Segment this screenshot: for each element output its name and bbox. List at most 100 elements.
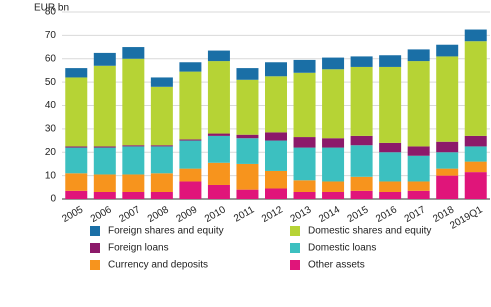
bar-segment: [150, 173, 173, 192]
bar-segment: [150, 86, 173, 146]
bar-segment: [293, 137, 316, 148]
bar-segment: [236, 189, 259, 199]
bar-segment: [436, 56, 459, 142]
bar-segment: [207, 162, 230, 185]
bar-segment: [379, 181, 402, 192]
bar-segment: [207, 135, 230, 163]
bar-segment: [436, 44, 459, 57]
bar-segment: [350, 176, 373, 191]
bar-segment: [464, 146, 487, 162]
bar-segment: [293, 147, 316, 181]
y-tick-label: 10: [45, 170, 57, 181]
legend-label: Foreign loans: [108, 243, 169, 254]
bar-segment: [122, 174, 145, 192]
bar-segment: [379, 152, 402, 182]
bar-segment: [407, 190, 430, 199]
bar-segment: [122, 145, 145, 147]
bar-segment: [464, 135, 487, 147]
legend-swatch: [290, 226, 300, 236]
x-tick-label: 2010: [203, 204, 228, 225]
bar-segment: [350, 66, 373, 136]
bar-segment: [236, 68, 259, 80]
x-tick-label: 2019Q1: [448, 204, 485, 232]
x-tick-label: 2007: [117, 204, 142, 225]
bar-segment: [122, 58, 145, 146]
bar-segment: [265, 132, 287, 141]
bar-segment: [150, 77, 173, 87]
bar-segment: [65, 146, 88, 148]
bar-segment: [436, 141, 459, 153]
bar-segment: [322, 181, 345, 192]
bar-segment: [322, 69, 345, 139]
y-tick-label: 0: [50, 194, 56, 205]
bar-segment: [350, 135, 373, 146]
legend-swatch: [90, 226, 100, 236]
bar-segment: [436, 152, 459, 169]
x-tick-label: 2012: [260, 204, 285, 225]
bar-segment: [350, 190, 373, 199]
bar-segment: [207, 61, 230, 134]
bar-segment: [93, 191, 116, 199]
bar-segment: [207, 133, 230, 136]
legend-label: Other assets: [308, 260, 365, 271]
x-tick-label: 2011: [232, 204, 257, 224]
x-tick-label: 2009: [174, 204, 199, 225]
bar-segment: [150, 145, 173, 147]
bar-segment: [293, 191, 316, 199]
bar-segment: [379, 142, 402, 153]
bar-segment: [93, 146, 116, 148]
bar-segment: [122, 191, 145, 199]
bar-segment: [236, 79, 259, 135]
bar-segment: [150, 191, 173, 199]
bar-segment: [93, 52, 116, 66]
bar-segment: [407, 146, 430, 156]
y-tick-label: 50: [45, 77, 57, 88]
x-tick-label: 2014: [317, 204, 342, 225]
bar-segment: [464, 41, 487, 136]
bar-segment: [436, 168, 459, 176]
x-tick-label: 2005: [60, 204, 85, 225]
x-tick-label: 2016: [374, 204, 399, 225]
bar-segment: [293, 180, 316, 192]
legend-swatch: [90, 243, 100, 253]
bar-segment: [236, 138, 259, 164]
bar-segment: [265, 76, 287, 133]
y-tick-label: 40: [45, 100, 57, 111]
bar-segment: [322, 191, 345, 199]
y-axis-label: EUR bn: [34, 3, 69, 14]
legend-swatch: [90, 260, 100, 270]
y-tick-label: 30: [45, 124, 57, 135]
bar-segment: [322, 57, 345, 70]
bar-segment: [236, 134, 259, 139]
bar-segment: [379, 191, 402, 199]
bar-segment: [93, 174, 116, 192]
bar-segment: [265, 62, 287, 77]
y-tick-label: 20: [45, 147, 57, 158]
bar-segment: [464, 29, 487, 42]
bar-segment: [407, 61, 430, 147]
bar-segment: [407, 49, 430, 62]
y-tick-label: 60: [45, 53, 57, 64]
bar-segment: [179, 181, 202, 199]
legend-label: Currency and deposits: [108, 260, 208, 271]
bar-segment: [236, 163, 259, 190]
bar-segment: [65, 190, 88, 199]
bar-segment: [65, 68, 88, 78]
bar-segment: [93, 147, 116, 175]
bar-segment: [93, 65, 116, 147]
bar-segment: [293, 59, 316, 73]
bar-segment: [122, 47, 145, 59]
bar-segment: [179, 139, 202, 141]
bar-segment: [407, 155, 430, 182]
bar-segment: [293, 72, 316, 138]
bar-segment: [65, 173, 88, 191]
bar-segment: [350, 56, 373, 67]
legend-label: Foreign shares and equity: [108, 226, 224, 237]
bar-segment: [464, 172, 487, 199]
bar-segment: [207, 184, 230, 199]
bar-segment: [150, 146, 173, 174]
legend-swatch: [290, 243, 300, 253]
bar-segment: [436, 175, 459, 199]
bar-segment: [179, 140, 202, 169]
bar-segment: [322, 147, 345, 182]
